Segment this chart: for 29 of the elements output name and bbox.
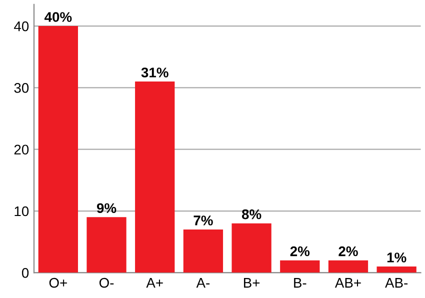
bar <box>86 217 126 273</box>
data-label: 31% <box>141 68 168 78</box>
bar <box>135 82 175 273</box>
y-tick-label: 20 <box>14 144 29 155</box>
x-tick-label: O+ <box>49 278 67 288</box>
data-label: 2% <box>338 246 358 256</box>
bar <box>376 266 416 273</box>
x-tick-label: B- <box>294 278 306 288</box>
data-label: 8% <box>242 209 262 220</box>
y-tick-label: 10 <box>14 206 29 216</box>
x-tick-label: A- <box>196 278 210 288</box>
x-tick-label: AB- <box>385 278 408 288</box>
y-tick-label: 30 <box>14 83 29 93</box>
data-label: 9% <box>96 203 116 214</box>
y-tick-label: 0 <box>22 268 29 278</box>
data-label: 7% <box>194 216 213 226</box>
x-tick-label: O- <box>99 278 114 288</box>
data-label: 2% <box>290 246 310 256</box>
bar <box>328 260 368 273</box>
x-tick-label: AB+ <box>334 278 361 288</box>
x-tick-label: B+ <box>244 278 260 288</box>
bar <box>232 223 272 273</box>
data-label: 1% <box>387 252 406 262</box>
bar <box>183 230 224 273</box>
y-tick-label: 40 <box>14 21 29 32</box>
bar <box>38 26 78 273</box>
data-label: 40% <box>44 12 72 22</box>
x-tick-label: A+ <box>146 278 163 288</box>
bar <box>280 260 320 273</box>
